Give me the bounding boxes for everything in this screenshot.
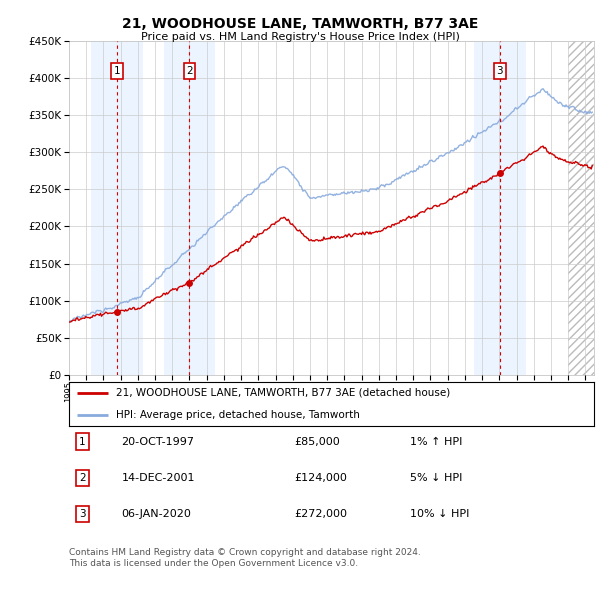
Text: 2: 2 [186,66,193,76]
Text: This data is licensed under the Open Government Licence v3.0.: This data is licensed under the Open Gov… [69,559,358,568]
Text: 14-DEC-2001: 14-DEC-2001 [121,473,195,483]
Text: Price paid vs. HM Land Registry's House Price Index (HPI): Price paid vs. HM Land Registry's House … [140,32,460,42]
Text: 21, WOODHOUSE LANE, TAMWORTH, B77 3AE (detached house): 21, WOODHOUSE LANE, TAMWORTH, B77 3AE (d… [116,388,451,398]
Text: 21, WOODHOUSE LANE, TAMWORTH, B77 3AE: 21, WOODHOUSE LANE, TAMWORTH, B77 3AE [122,17,478,31]
Text: £85,000: £85,000 [295,437,341,447]
Text: HPI: Average price, detached house, Tamworth: HPI: Average price, detached house, Tamw… [116,410,360,420]
Text: 1: 1 [114,66,121,76]
Text: £272,000: £272,000 [295,509,348,519]
Text: 5% ↓ HPI: 5% ↓ HPI [410,473,463,483]
Text: 3: 3 [79,509,85,519]
Bar [474,41,526,375]
Bar [568,41,594,375]
Text: 1% ↑ HPI: 1% ↑ HPI [410,437,463,447]
Text: 3: 3 [497,66,503,76]
Text: Contains HM Land Registry data © Crown copyright and database right 2024.: Contains HM Land Registry data © Crown c… [69,548,421,556]
Text: 20-OCT-1997: 20-OCT-1997 [121,437,194,447]
Text: 2: 2 [79,473,85,483]
Bar [91,41,143,375]
Text: 1: 1 [79,437,85,447]
Bar [164,41,215,375]
Text: 10% ↓ HPI: 10% ↓ HPI [410,509,470,519]
Text: £124,000: £124,000 [295,473,347,483]
Bar [568,41,594,375]
Text: 06-JAN-2020: 06-JAN-2020 [121,509,191,519]
